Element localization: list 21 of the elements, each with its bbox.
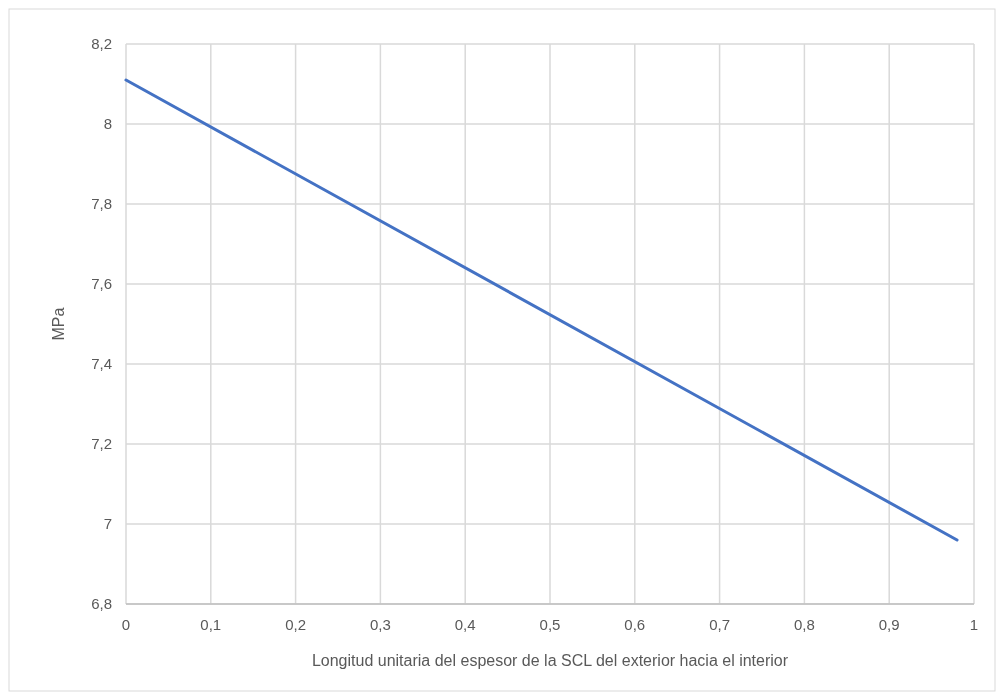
x-tick-label: 0,5	[539, 616, 561, 633]
y-tick-label: 7,4	[91, 355, 112, 373]
x-tick-label: 0,7	[709, 616, 731, 633]
x-tick-label: 0,9	[878, 616, 900, 633]
y-axis-title: MPa	[50, 307, 67, 341]
y-tick-label: 6,8	[91, 595, 112, 613]
x-axis-title: Longitud unitaria del espesor de la SCL del exterior hacia el interior	[311, 652, 789, 669]
x-tick-label: 0,8	[793, 616, 815, 633]
y-tick-label: 7	[103, 515, 112, 533]
y-tick-label: 7,2	[91, 435, 112, 453]
y-tick-label: 8,2	[91, 35, 112, 53]
x-tick-label: 0,6	[624, 616, 646, 633]
x-tick-label: 0,4	[454, 616, 476, 633]
y-tick-label: 7,6	[91, 275, 112, 293]
x-tick-label: 1	[969, 616, 979, 633]
y-tick-label: 8	[103, 115, 112, 133]
x-tick-label: 0,2	[285, 616, 307, 633]
x-tick-label: 0,1	[200, 616, 222, 633]
x-tick-label: 0,3	[369, 616, 391, 633]
y-tick-label: 7,8	[91, 195, 112, 213]
x-tick-label: 0	[121, 616, 131, 633]
